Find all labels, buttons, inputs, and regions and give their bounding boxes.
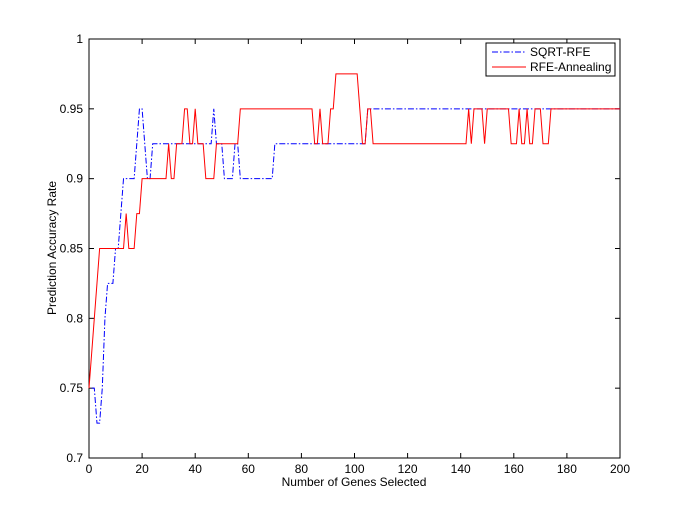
y-tick-label: 0.95 bbox=[60, 102, 84, 116]
legend-label-rfe-annealing: RFE-Annealing bbox=[530, 60, 611, 74]
y-tick-label: 0.75 bbox=[60, 381, 84, 395]
y-tick-label: 0.85 bbox=[60, 242, 84, 256]
x-tick-label: 40 bbox=[189, 462, 203, 476]
series-line-rfe-annealing bbox=[88, 73, 620, 389]
y-tick-label: 0.9 bbox=[66, 172, 83, 186]
y-tick-label: 0.7 bbox=[66, 451, 83, 465]
series-layer bbox=[88, 73, 620, 424]
legend-box bbox=[485, 42, 616, 77]
legend: SQRT-RFE RFE-Annealing bbox=[485, 42, 616, 77]
x-tick-label: 0 bbox=[86, 462, 93, 476]
y-tick-label: 0.8 bbox=[66, 311, 83, 325]
x-tick-label: 160 bbox=[504, 462, 524, 476]
plot-area bbox=[88, 38, 621, 459]
x-tick-label: 180 bbox=[557, 462, 577, 476]
x-tick-label: 20 bbox=[135, 462, 149, 476]
x-tick-label: 100 bbox=[344, 462, 364, 476]
x-axis-title: Number of Genes Selected bbox=[282, 475, 427, 489]
y-axis-title: Prediction Accuracy Rate bbox=[45, 181, 59, 315]
y-tick-label: 1 bbox=[76, 32, 83, 46]
x-tick-label: 200 bbox=[610, 462, 630, 476]
x-tick-label: 60 bbox=[242, 462, 256, 476]
x-tick-label: 140 bbox=[451, 462, 471, 476]
x-tick-label: 120 bbox=[398, 462, 418, 476]
ticks-layer: 0 20 40 60 80 100 120 140 160 180 200 0.7 0.75 0.8 0.8… bbox=[60, 32, 631, 476]
legend-label-sqrt-rfe: SQRT-RFE bbox=[530, 45, 590, 59]
x-tick-label: 80 bbox=[295, 462, 309, 476]
